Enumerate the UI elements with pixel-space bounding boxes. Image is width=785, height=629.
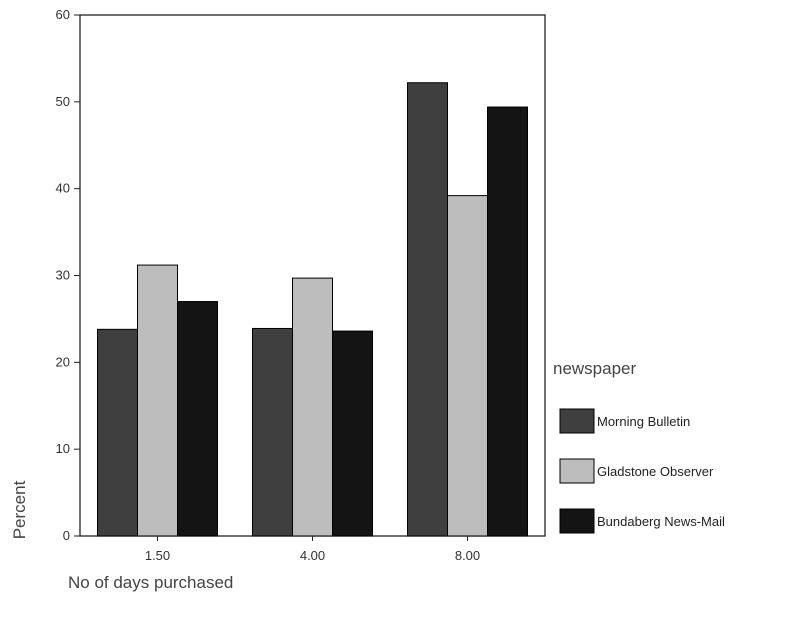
bar-gladstone-observer-1 [292, 277, 333, 537]
bar-bundaberg-news-mail-0 [177, 301, 218, 537]
x-axis-title: No of days purchased [68, 573, 233, 592]
legend-label: Bundaberg News-Mail [597, 514, 725, 529]
bar-bundaberg-news-mail-1 [332, 330, 373, 537]
y-tick-label: 20 [56, 354, 70, 369]
legend: newspaper Morning Bulletin Gladstone Obse… [553, 359, 725, 534]
y-tick-label: 60 [56, 7, 70, 22]
bar-bundaberg-news-mail-2 [487, 106, 528, 537]
bar-gladstone-observer-2 [447, 195, 488, 537]
x-tick-label: 1.50 [145, 548, 170, 563]
x-tick-label: 8.00 [455, 548, 480, 563]
y-tick-label: 10 [56, 441, 70, 456]
y-tick-label: 30 [56, 268, 70, 283]
bar-morning-bulletin-2 [407, 82, 448, 537]
y-tick-label: 0 [63, 528, 70, 543]
y-tick-label: 40 [56, 181, 70, 196]
legend-swatch-bundaberg-news-mail [559, 508, 595, 534]
y-tick-label: 50 [56, 94, 70, 109]
legend-swatch-morning-bulletin [559, 408, 595, 434]
legend-label: Morning Bulletin [597, 414, 690, 429]
bar-morning-bulletin-0 [97, 328, 138, 537]
x-axis-ticks: 1.50 4.00 8.00 [145, 536, 480, 563]
legend-label: Gladstone Observer [597, 464, 714, 479]
bar-morning-bulletin-1 [252, 327, 293, 537]
legend-title: newspaper [553, 359, 637, 378]
plot-area [79, 14, 546, 537]
x-tick-label: 4.00 [300, 548, 325, 563]
bar-gladstone-observer-0 [137, 264, 178, 537]
y-axis-ticks: 0 10 20 30 40 50 60 [56, 7, 80, 543]
legend-swatch-gladstone-observer [559, 458, 595, 484]
y-axis-title: Percent [10, 480, 29, 539]
